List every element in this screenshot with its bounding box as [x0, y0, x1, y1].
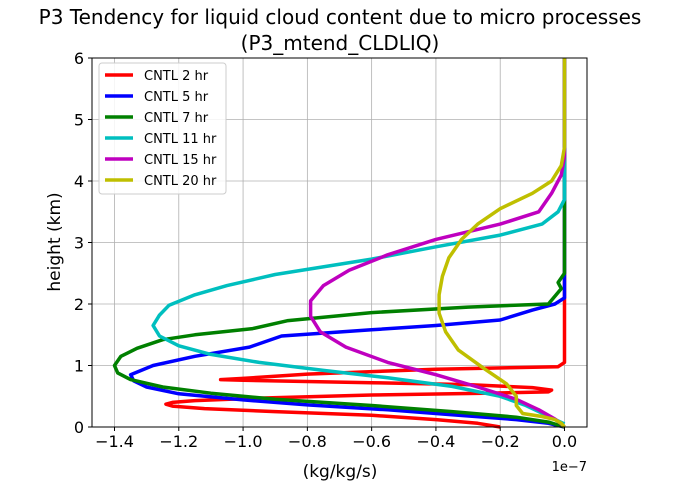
series-line-cntl-15-hr — [308, 58, 567, 429]
legend-entries: CNTL 2 hr CNTL 5 hr CNTL 7 hr CNTL 11 hr CNT… — [105, 69, 217, 189]
x-tick-label: −1.2 — [159, 432, 198, 451]
series-lines — [112, 58, 567, 429]
series-line-cntl-5-hr — [128, 58, 567, 429]
x-tick-label: −1.4 — [95, 432, 134, 451]
y-tick-label: 0 — [74, 418, 84, 437]
y-tick-label: 5 — [74, 111, 84, 130]
x-tick-label: −0.2 — [481, 432, 520, 451]
x-tick-label: 0.0 — [552, 432, 577, 451]
y-axis-ticks: 0 1 2 3 4 5 6 — [74, 49, 92, 437]
series-line-cntl-20-hr — [437, 58, 567, 429]
chart-subtitle: (P3_mtend_CLDLIQ) — [241, 31, 440, 55]
legend-label-cntl-5-hr: CNTL 5 hr — [144, 90, 209, 105]
x-axis-label: (kg/kg/s) — [303, 462, 378, 482]
x-axis-scale-note: 1e−7 — [552, 460, 587, 475]
y-axis-label: height (km) — [45, 192, 65, 291]
x-tick-label: −0.6 — [352, 432, 391, 451]
legend-label-cntl-7-hr: CNTL 7 hr — [144, 111, 209, 126]
y-tick-label: 2 — [74, 295, 84, 314]
series-line-cntl-11-hr — [151, 58, 567, 426]
y-tick-label: 4 — [74, 172, 84, 191]
x-tick-label: −1.0 — [224, 432, 263, 451]
series-line-cntl-7-hr — [112, 58, 567, 429]
series-line-cntl-2-hr — [164, 58, 567, 429]
y-tick-label: 1 — [74, 357, 84, 376]
x-axis-ticks: −1.4 −1.2 −1.0 −0.8 −0.6 −0.4 −0.2 0.0 — [95, 427, 577, 451]
legend: CNTL 2 hr CNTL 5 hr CNTL 7 hr CNTL 11 hr CNT… — [98, 62, 227, 195]
x-tick-label: −0.8 — [288, 432, 327, 451]
legend-label-cntl-11-hr: CNTL 11 hr — [144, 132, 217, 147]
legend-label-cntl-2-hr: CNTL 2 hr — [144, 69, 209, 84]
y-tick-label: 3 — [74, 234, 84, 253]
chart-title: P3 Tendency for liquid cloud content due… — [39, 5, 642, 29]
x-tick-label: −0.4 — [416, 432, 455, 451]
legend-label-cntl-20-hr: CNTL 20 hr — [144, 174, 217, 189]
y-tick-label: 6 — [74, 49, 84, 68]
legend-label-cntl-15-hr: CNTL 15 hr — [144, 153, 217, 168]
